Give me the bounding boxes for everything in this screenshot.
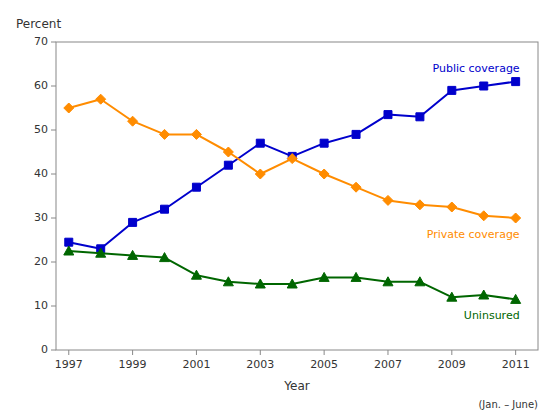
series-labels: Public coverage Private coverage Uninsured — [427, 62, 520, 323]
x-axis-label: Year — [283, 379, 309, 393]
series-marker — [64, 246, 74, 255]
x-tick-label: 2005 — [310, 358, 338, 371]
series-label: Uninsured — [464, 309, 520, 322]
series-label: Public coverage — [433, 62, 520, 75]
series-marker — [64, 103, 74, 113]
y-tick-label: 20 — [34, 255, 48, 268]
series-marker — [479, 290, 489, 299]
y-tick-label: 50 — [34, 123, 48, 136]
y-tick-label: 0 — [41, 343, 48, 356]
series-marker — [129, 218, 137, 226]
series-marker — [511, 213, 521, 223]
plot-area — [64, 78, 521, 304]
x-tick-label: 2011 — [502, 358, 530, 371]
series-marker — [351, 182, 361, 192]
x-tick — [132, 350, 133, 355]
series-marker — [319, 169, 329, 179]
series-marker — [223, 277, 233, 286]
series-marker — [191, 129, 201, 139]
y-tick — [51, 218, 56, 219]
x-tick — [260, 350, 261, 355]
x-tick-label: 2007 — [374, 358, 402, 371]
series-marker — [223, 147, 233, 157]
series-marker — [383, 195, 393, 205]
series-marker — [192, 183, 200, 191]
y-tick — [51, 174, 56, 175]
series-marker — [352, 130, 360, 138]
series-marker — [320, 139, 328, 147]
series-line — [69, 99, 516, 218]
x-tick — [387, 350, 388, 355]
y-tick-label: 70 — [34, 35, 48, 48]
series-marker — [128, 250, 138, 259]
series-line — [69, 82, 516, 249]
series-marker — [224, 161, 232, 169]
series-marker — [416, 113, 424, 121]
series-marker — [319, 272, 329, 281]
series-marker — [383, 277, 393, 286]
x-tick-label: 1997 — [55, 358, 83, 371]
series-marker — [287, 154, 297, 164]
series-marker — [287, 279, 297, 288]
series-line — [69, 251, 516, 299]
y-tick — [51, 130, 56, 131]
x-tick-label: 1999 — [119, 358, 147, 371]
series-marker — [256, 139, 264, 147]
series-marker — [96, 248, 106, 257]
series-marker — [191, 270, 201, 279]
x-tick — [451, 350, 452, 355]
axes: 0 10 20 30 40 50 60 70 1997 1999 2001 2003 2005 2007 2… — [34, 35, 538, 371]
x-tick — [515, 350, 516, 355]
note: (Jan. – June) — [478, 399, 538, 410]
series-marker — [447, 292, 457, 301]
y-tick-label: 10 — [34, 299, 48, 312]
series-marker — [255, 279, 265, 288]
y-tick-label: 40 — [34, 167, 48, 180]
x-tick — [324, 350, 325, 355]
x-tick-label: 2009 — [438, 358, 466, 371]
y-tick — [51, 350, 56, 351]
series-marker — [415, 200, 425, 210]
series-marker — [128, 116, 138, 126]
series-marker — [479, 211, 489, 221]
x-tick — [68, 350, 69, 355]
y-tick-label: 30 — [34, 211, 48, 224]
plot-frame — [56, 42, 538, 350]
y-tick-label: 60 — [34, 79, 48, 92]
series-marker — [255, 169, 265, 179]
series-marker — [480, 82, 488, 90]
series-marker — [511, 294, 521, 303]
y-tick — [51, 262, 56, 263]
series-marker — [96, 94, 106, 104]
series-marker — [447, 202, 457, 212]
x-tick-label: 2003 — [246, 358, 274, 371]
series-marker — [384, 111, 392, 119]
y-axis-label: Percent — [16, 17, 61, 31]
chart: 0 10 20 30 40 50 60 70 1997 1999 2001 2003 2005 2007 2… — [0, 0, 560, 420]
series-marker — [415, 277, 425, 286]
series-marker — [351, 272, 361, 281]
y-tick — [51, 306, 56, 307]
series-marker — [160, 129, 170, 139]
series-marker — [161, 205, 169, 213]
x-tick — [196, 350, 197, 355]
series-marker — [160, 253, 170, 262]
y-tick — [51, 42, 56, 43]
y-tick — [51, 86, 56, 87]
series-marker — [512, 78, 520, 86]
series-marker — [448, 86, 456, 94]
series-label: Private coverage — [427, 228, 520, 241]
x-tick-label: 2001 — [182, 358, 210, 371]
